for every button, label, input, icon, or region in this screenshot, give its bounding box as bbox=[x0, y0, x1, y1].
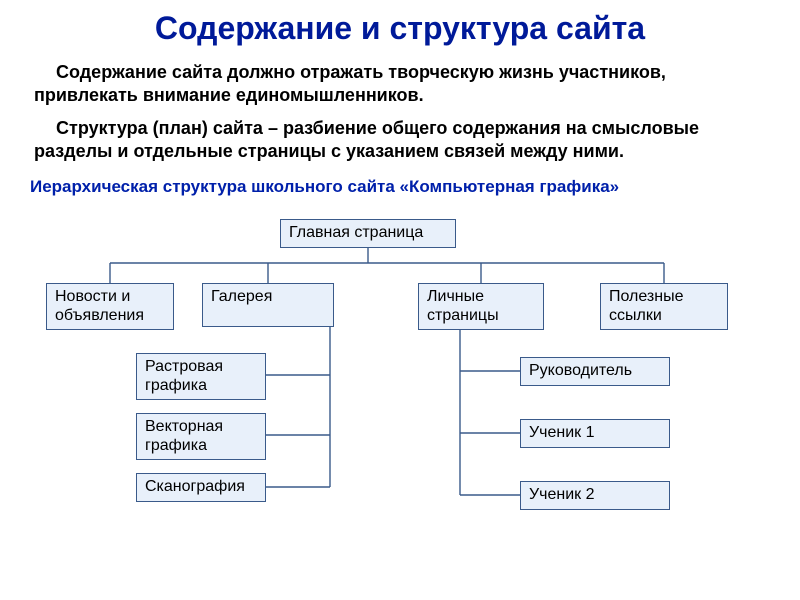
diagram-connectors bbox=[0, 197, 800, 547]
tree-node-scan: Сканография bbox=[136, 473, 266, 501]
tree-node-news: Новости и объявления bbox=[46, 283, 174, 330]
paragraph-1: Содержание сайта должно отражать творчес… bbox=[0, 61, 800, 107]
tree-node-vector: Векторная графика bbox=[136, 413, 266, 460]
tree-node-root: Главная страница bbox=[280, 219, 456, 247]
tree-node-raster: Растровая графика bbox=[136, 353, 266, 400]
tree-node-links: Полезные ссылки bbox=[600, 283, 728, 330]
paragraph-2: Структура (план) сайта – разбиение общег… bbox=[0, 117, 800, 163]
tree-node-st1: Ученик 1 bbox=[520, 419, 670, 447]
page-title: Содержание и структура сайта bbox=[0, 0, 800, 61]
tree-node-gallery: Галерея bbox=[202, 283, 334, 327]
site-structure-diagram: Главная страница Новости и объявления Гале… bbox=[0, 197, 800, 547]
tree-node-pages: Личные страницы bbox=[418, 283, 544, 330]
tree-node-st2: Ученик 2 bbox=[520, 481, 670, 509]
tree-node-lead: Руководитель bbox=[520, 357, 670, 385]
diagram-subtitle: Иерархическая структура школьного сайта … bbox=[0, 173, 800, 197]
paragraph-2-text: Структура (план) сайта – разбиение общег… bbox=[34, 118, 699, 161]
paragraph-1-text: Содержание сайта должно отражать творчес… bbox=[34, 62, 666, 105]
